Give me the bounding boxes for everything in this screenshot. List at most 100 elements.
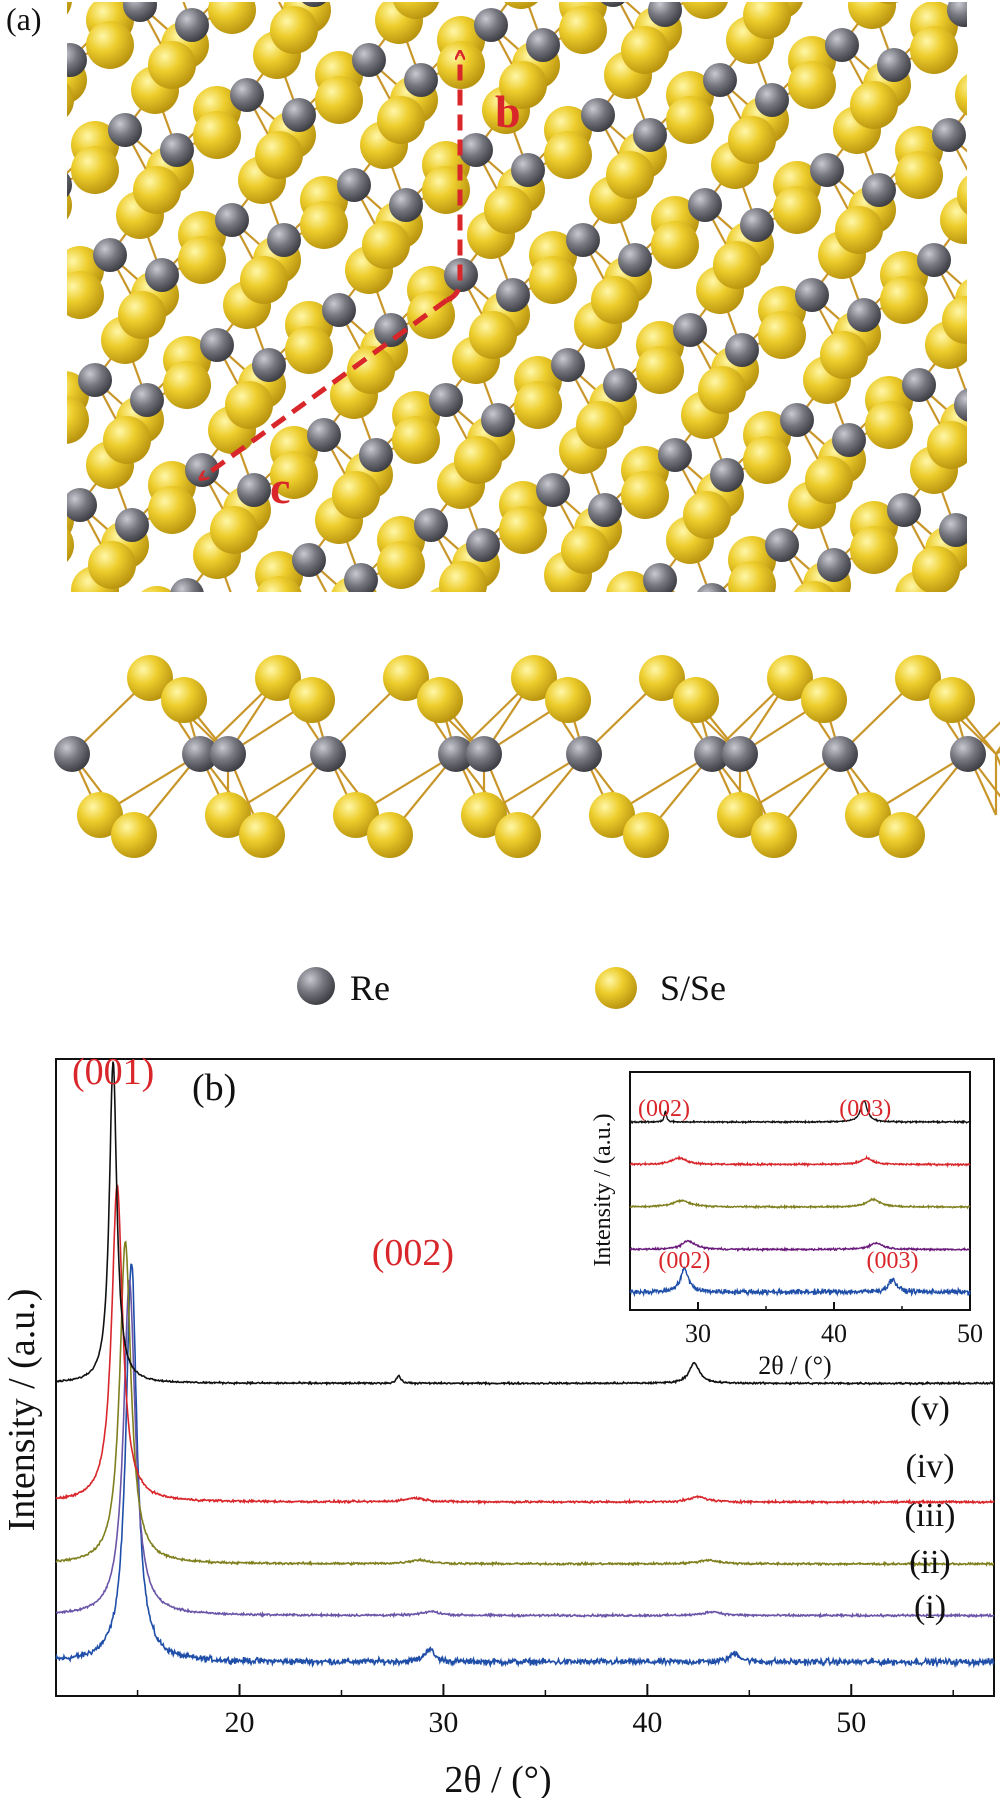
side-s-se-atom (751, 812, 797, 858)
s-se-atom (469, 311, 517, 359)
re-atom (474, 8, 508, 42)
s-se-atom (315, 76, 363, 124)
s-se-atom (73, 666, 121, 714)
re-atom (658, 438, 692, 472)
s-se-atom (835, 626, 883, 674)
side-s-se-atom (367, 812, 413, 858)
side-s-se-atom (127, 655, 173, 701)
s-se-atom (208, 611, 256, 659)
bond (0, 290, 33, 330)
inset-annotations: (002) (003) (002) (003) (638, 1096, 918, 1274)
bond (0, 560, 10, 600)
re-atom (67, 172, 72, 198)
inset-plot-frame (629, 1071, 971, 1311)
s-se-atom (758, 311, 806, 359)
main-series-labels: (i) (ii) (iii) (iv) (v) (905, 1390, 956, 1626)
bond (0, 415, 18, 455)
bond (371, 775, 401, 790)
re-atom (588, 493, 622, 527)
side-s-se-atom (879, 812, 925, 858)
side-s-se-atom (639, 655, 685, 701)
s-se-atom (743, 436, 791, 484)
s-se-atom (141, 586, 173, 592)
re-atom (780, 403, 814, 437)
main-x-tick-label: 50 (836, 1706, 866, 1739)
bond (523, 740, 568, 780)
s-se-atom (957, 591, 1000, 639)
bond (25, 395, 65, 435)
s-se-atom (728, 561, 776, 592)
s-se-atom (11, 621, 59, 669)
s-se-atom (148, 41, 196, 89)
re-atom (344, 563, 378, 592)
re-atom (459, 133, 493, 167)
s-se-atom (987, 366, 1000, 414)
s-se-atom (666, 96, 714, 144)
re-atoms (0, 2, 967, 632)
s-se-atom (270, 451, 318, 499)
main-x-tick-label: 30 (428, 1706, 458, 1739)
s-se-atom (393, 2, 439, 19)
side-s-se-atom (255, 655, 301, 701)
re-atom (521, 598, 555, 632)
bond (35, 630, 65, 645)
s-se-atom (0, 681, 12, 729)
bond (859, 635, 889, 650)
re-atom (795, 278, 829, 312)
bond (20, 310, 40, 350)
legend-re-label: Re (350, 968, 390, 1008)
re-atom (954, 388, 967, 422)
s-se-atom (377, 541, 425, 589)
s-se-atoms (0, 2, 1000, 729)
re-atom (414, 508, 448, 542)
series-label-4: (iv) (905, 1448, 954, 1485)
s-se-atom (743, 2, 791, 39)
re-atom (939, 513, 967, 547)
side-re-atom (722, 736, 758, 772)
s-se-atom (805, 456, 853, 504)
bond (401, 735, 431, 775)
s-se-atom (0, 556, 27, 604)
s-se-atom (208, 2, 256, 34)
bond (570, 635, 590, 675)
s-se-atom (559, 6, 607, 54)
s-se-atom (103, 416, 151, 464)
s-se-atom (544, 131, 592, 179)
bond (157, 595, 187, 635)
inset-x-axis: 30 40 50 (629, 1302, 983, 1348)
s-se-atom (484, 606, 532, 654)
s-se-atom (332, 471, 380, 519)
bond (142, 720, 172, 760)
re-atom (566, 223, 600, 257)
re-atom (307, 418, 341, 452)
bond (5, 880, 35, 895)
re-atom (600, 2, 626, 7)
bond (18, 40, 50, 100)
re-atom (78, 363, 112, 397)
s-se-atom (430, 586, 462, 592)
side-s-se-atom (801, 677, 847, 723)
side-s-se-atom (417, 677, 463, 723)
s-se-atom (0, 576, 14, 624)
s-se-atom (422, 166, 470, 214)
re-atom (536, 473, 570, 507)
s-se-atom (484, 186, 532, 234)
side-s-se-atom (205, 792, 251, 838)
s-se-atom (504, 2, 538, 9)
bond (615, 705, 645, 720)
main-x-axis: 20 30 40 50 (136, 1684, 954, 1739)
side-re-atom (950, 736, 986, 772)
re-atom (0, 543, 27, 577)
xrd-chart-panel: (b) 20 30 40 50 (001) (002) (003) (i) (ii) (iii… (0, 1050, 1000, 1801)
bond (0, 165, 3, 205)
s-se-atom (880, 276, 928, 324)
s-se-atom (773, 186, 821, 234)
re-atom (200, 328, 234, 362)
s-se-atom (148, 486, 196, 534)
re-atom (352, 43, 386, 77)
bond (508, 615, 538, 655)
re-atom (755, 83, 789, 117)
re-atom (67, 43, 87, 77)
series-label-5: (v) (910, 1390, 950, 1427)
bond (468, 630, 508, 670)
